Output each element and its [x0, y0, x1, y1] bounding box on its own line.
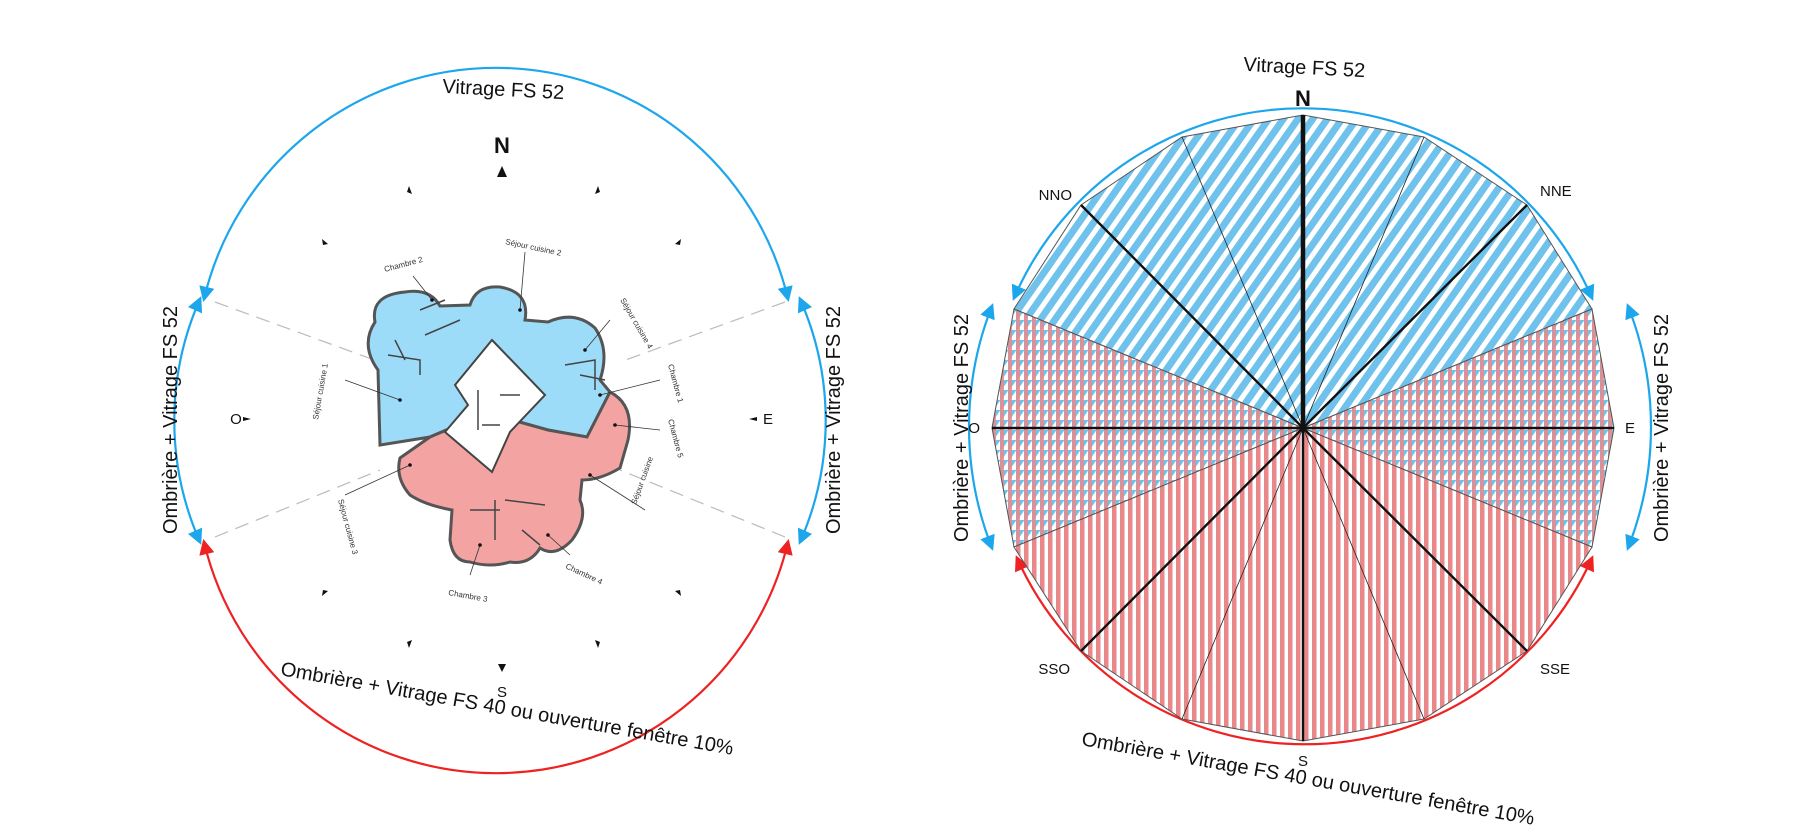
left-west-arc — [173, 296, 203, 545]
left-sector-lines — [214, 301, 786, 538]
north-arrow-icon — [497, 166, 507, 177]
right-sector-diagram: N NNE E SSE S SSO O NNO Vitrage FS 52 Om… — [951, 54, 1673, 830]
room-label-chambre-2: Chambre 2 — [383, 255, 424, 274]
right-compass-sse: SSE — [1540, 661, 1570, 678]
right-compass-sso: SSO — [1038, 661, 1070, 678]
left-compass-west: O — [230, 411, 242, 428]
left-floorplan-diagram: Chambre 2 Séjour cuisine 2 Séjour cuisin… — [160, 66, 845, 775]
floorplan: Chambre 2 Séjour cuisine 2 Séjour cuisin… — [311, 237, 685, 604]
left-label-top: Vitrage FS 52 — [442, 76, 565, 104]
left-label-west: Ombrière + Vitrage FS 52 — [160, 306, 182, 534]
left-compass-east: E — [763, 411, 773, 428]
left-south-arc — [199, 539, 793, 775]
right-compass-south: S — [1298, 753, 1308, 770]
left-compass-ticks — [243, 166, 757, 672]
right-compass-north: N — [1295, 86, 1311, 111]
right-compass-nne: NNE — [1540, 183, 1572, 200]
room-label-sejour-cuisine: Séjour cuisine — [629, 455, 655, 506]
right-label-east: Ombrière + Vitrage FS 52 — [1651, 314, 1673, 542]
right-compass-nno: NNO — [1039, 187, 1072, 204]
right-compass-west: O — [968, 420, 980, 437]
left-compass-south: S — [497, 684, 507, 701]
room-label-chambre-1: Chambre 1 — [666, 363, 685, 404]
room-label-sejour-cuisine-1: Séjour cuisine 1 — [311, 362, 330, 420]
left-label-east: Ombrière + Vitrage FS 52 — [823, 306, 845, 534]
left-east-arc — [797, 296, 827, 545]
courtyard — [443, 338, 547, 474]
right-label-top: Vitrage FS 52 — [1243, 54, 1366, 82]
right-west-arc — [967, 303, 995, 551]
right-south-arc — [1015, 555, 1594, 746]
right-compass-east: E — [1625, 420, 1635, 437]
thin-spokes — [1181, 136, 1425, 720]
left-compass-north: N — [494, 133, 510, 158]
left-label-bottom: Ombrière + Vitrage FS 40 ou ouverture fe… — [279, 658, 735, 759]
left-top-arc — [199, 66, 793, 302]
room-label-sejour-cuisine-3: Séjour cuisine 3 — [336, 498, 360, 556]
room-label-chambre-4: Chambre 4 — [564, 562, 604, 587]
east-arrow-icon — [749, 417, 757, 421]
south-arrow-icon — [498, 664, 506, 672]
right-east-arc — [1625, 303, 1653, 551]
room-label-chambre-3: Chambre 3 — [448, 588, 489, 604]
room-label-sejour-cuisine-4: Séjour cuisine 4 — [618, 297, 655, 351]
room-label-chambre-5: Chambre 5 — [666, 418, 685, 459]
west-arrow-icon — [243, 417, 251, 421]
right-top-arc — [1011, 107, 1595, 301]
room-label-sejour-cuisine-2: Séjour cuisine 2 — [505, 237, 563, 258]
right-label-west: Ombrière + Vitrage FS 52 — [951, 314, 973, 542]
